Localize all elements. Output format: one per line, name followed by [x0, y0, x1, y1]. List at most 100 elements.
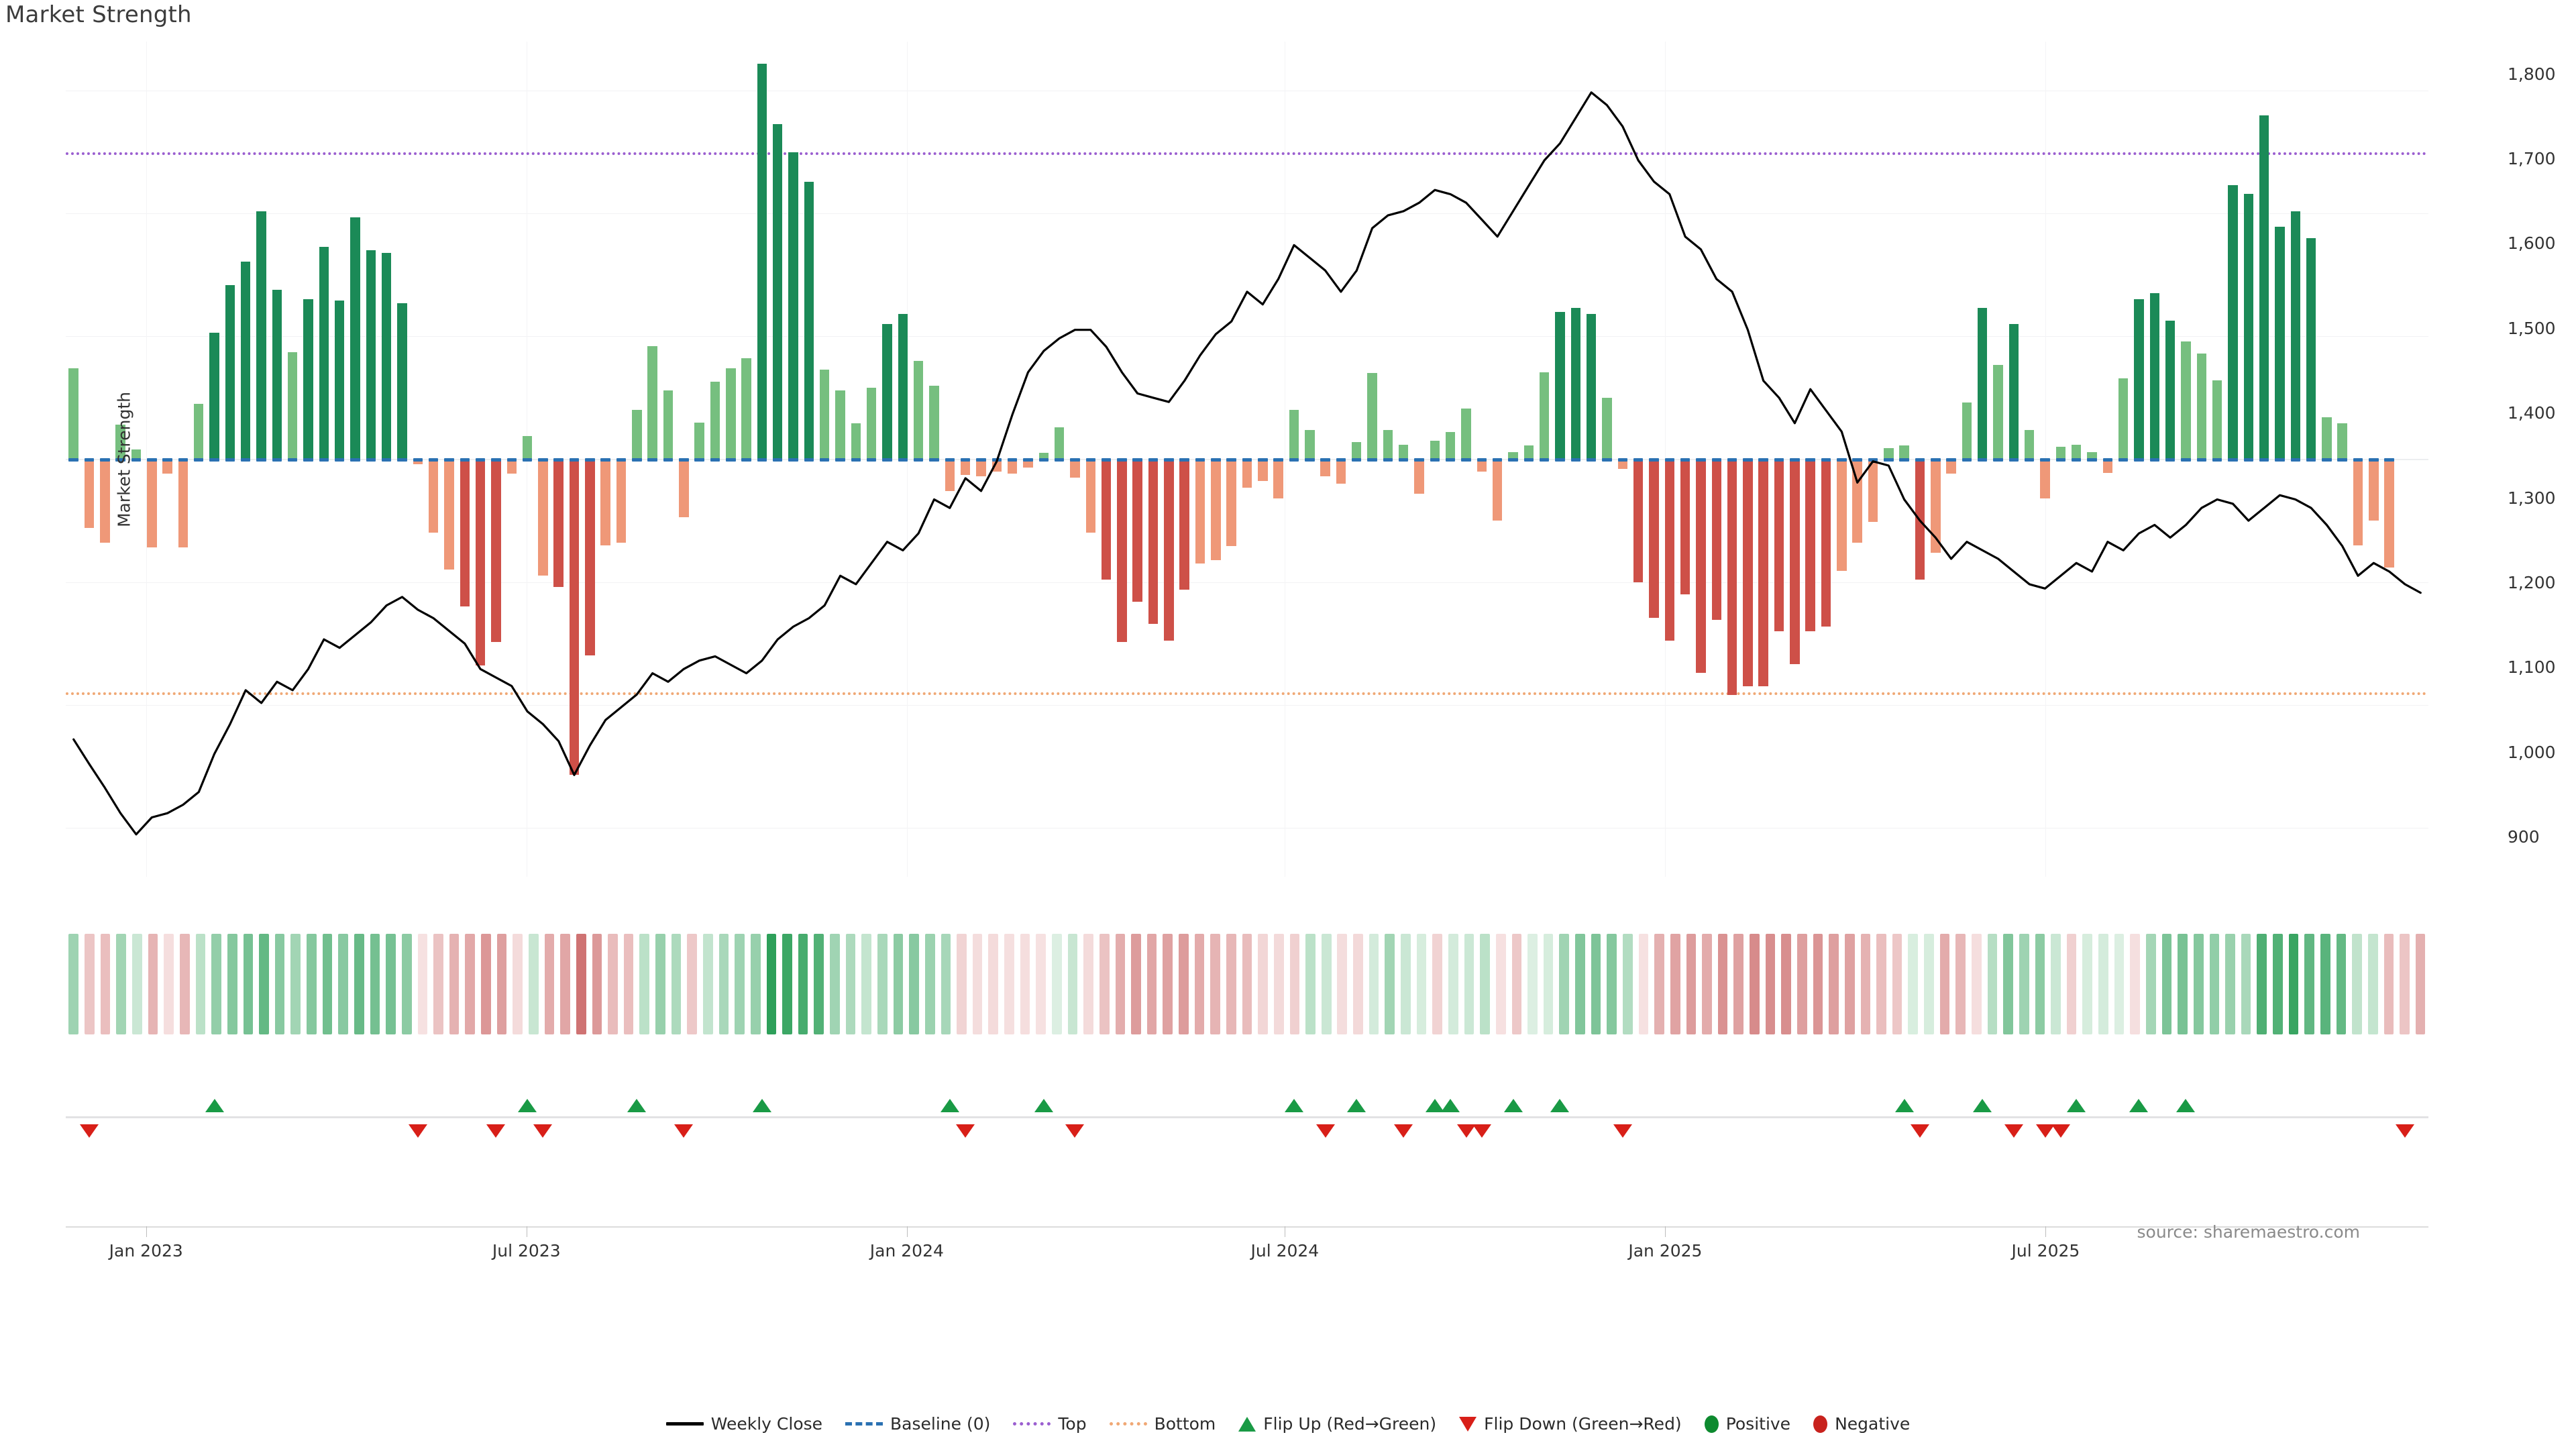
- legend-item[interactable]: Baseline (0): [845, 1414, 990, 1434]
- heatmap-cell: [100, 934, 111, 1034]
- bar-positive: [2275, 227, 2285, 460]
- bar-negative: [1805, 459, 1815, 631]
- baseline-segment: [898, 458, 908, 462]
- heatmap-cell: [1939, 934, 1950, 1034]
- legend-item[interactable]: Flip Down (Green→Red): [1459, 1414, 1682, 1434]
- legend-item[interactable]: Negative: [1813, 1414, 1910, 1434]
- baseline-segment: [1805, 458, 1815, 462]
- heatmap-cell: [1004, 934, 1014, 1034]
- heatmap-cell: [687, 934, 697, 1034]
- bar-negative: [1821, 459, 1831, 627]
- baseline-segment: [773, 458, 783, 462]
- heatmap-cell: [2273, 934, 2283, 1034]
- heatmap-cell: [1067, 934, 1078, 1034]
- baseline-segment: [1539, 458, 1550, 462]
- y-axis-left-label: Market Strength: [114, 391, 134, 527]
- baseline-segment: [506, 458, 517, 462]
- baseline-segment: [1117, 458, 1127, 462]
- heatmap-cell: [2066, 934, 2077, 1034]
- baseline-segment: [1680, 458, 1690, 462]
- bar-positive: [1602, 397, 1612, 460]
- heatmap-cell: [893, 934, 904, 1034]
- heatmap-cell: [1036, 934, 1046, 1034]
- baseline-segment: [632, 458, 642, 462]
- bar-positive: [1586, 314, 1597, 460]
- bar-negative: [162, 459, 172, 474]
- baseline-segment: [334, 458, 345, 462]
- heatmap-cell: [1368, 934, 1379, 1034]
- legend-item[interactable]: Positive: [1704, 1414, 1790, 1434]
- bar-negative: [1148, 459, 1159, 624]
- bar-positive: [2118, 378, 2129, 460]
- heatmap-cell: [211, 934, 221, 1034]
- bar-positive: [350, 217, 360, 460]
- heatmap-cell: [528, 934, 539, 1034]
- heatmap-cell: [1289, 934, 1300, 1034]
- bar-negative: [1852, 459, 1862, 543]
- heatmap-cell: [2019, 934, 2029, 1034]
- baseline-segment: [1399, 458, 1409, 462]
- flip-down-marker-icon: [1472, 1124, 1491, 1138]
- heatmap-cell: [1781, 934, 1791, 1034]
- baseline-segment: [366, 458, 376, 462]
- bar-positive: [1899, 445, 1909, 460]
- baseline-segment: [1633, 458, 1644, 462]
- flip-up-marker-icon: [1034, 1099, 1053, 1112]
- bar-negative: [553, 459, 564, 587]
- baseline-segment: [1320, 458, 1330, 462]
- baseline-segment: [68, 458, 78, 462]
- heatmap-cell: [513, 934, 523, 1034]
- bar-negative: [1195, 459, 1205, 564]
- bar-negative: [2369, 459, 2379, 521]
- baseline-segment: [1038, 458, 1049, 462]
- bar-positive: [2228, 185, 2238, 460]
- bar-negative: [2040, 459, 2050, 499]
- heatmap-cell: [1575, 934, 1585, 1034]
- bar-positive: [773, 123, 783, 460]
- flip-up-marker-icon: [1284, 1099, 1303, 1112]
- baseline-segment: [2134, 458, 2144, 462]
- baseline-segment: [1555, 458, 1565, 462]
- legend-item-label: Negative: [1835, 1414, 1911, 1434]
- bar-negative: [1070, 459, 1080, 478]
- y-axis-right-tick-label: 1,200: [2508, 572, 2556, 592]
- heatmap-cell: [1892, 934, 1902, 1034]
- baseline-segment: [1946, 458, 1956, 462]
- legend-item-label: Top: [1058, 1414, 1087, 1434]
- baseline-segment: [522, 458, 533, 462]
- legend-item[interactable]: Bottom: [1109, 1414, 1216, 1434]
- heatmap-cell: [1750, 934, 1760, 1034]
- plot-area: Market Strength 3020100−10−20−30 1,8001,…: [66, 42, 2556, 877]
- heatmap-cell: [1813, 934, 1823, 1034]
- heatmap-cell: [750, 934, 761, 1034]
- baseline-segment: [178, 458, 189, 462]
- bar-positive: [319, 246, 329, 460]
- bar-positive: [710, 382, 720, 460]
- heatmap-cell: [1717, 934, 1728, 1034]
- legend-item[interactable]: Weekly Close: [665, 1414, 822, 1434]
- legend-item[interactable]: Top: [1013, 1414, 1087, 1434]
- bar-positive: [694, 422, 704, 460]
- flip-up-marker-icon: [1347, 1099, 1366, 1112]
- legend-item[interactable]: Flip Up (Red→Green): [1238, 1414, 1436, 1434]
- heatmap-cell: [2193, 934, 2204, 1034]
- heatmap-cell: [1670, 934, 1680, 1034]
- flip-up-marker-icon: [752, 1099, 771, 1112]
- heatmap-cell: [2367, 934, 2378, 1034]
- baseline-segment: [1790, 458, 1800, 462]
- heatmap-cell: [1607, 934, 1617, 1034]
- bar-negative: [1931, 459, 1941, 553]
- baseline-segment: [1289, 458, 1299, 462]
- heatmap-cell: [227, 934, 237, 1034]
- heatmap-cell: [560, 934, 570, 1034]
- heatmap-cell: [1702, 934, 1712, 1034]
- bar-positive: [835, 390, 845, 460]
- heatmap-cell: [354, 934, 364, 1034]
- y-axis-right-tick-label: 900: [2508, 827, 2540, 847]
- baseline-segment: [1993, 458, 2003, 462]
- baseline-segment: [1899, 458, 1909, 462]
- heatmap-cell: [370, 934, 380, 1034]
- bar-positive: [1383, 429, 1393, 460]
- heatmap-cell: [401, 934, 412, 1034]
- bar-negative: [1743, 459, 1753, 687]
